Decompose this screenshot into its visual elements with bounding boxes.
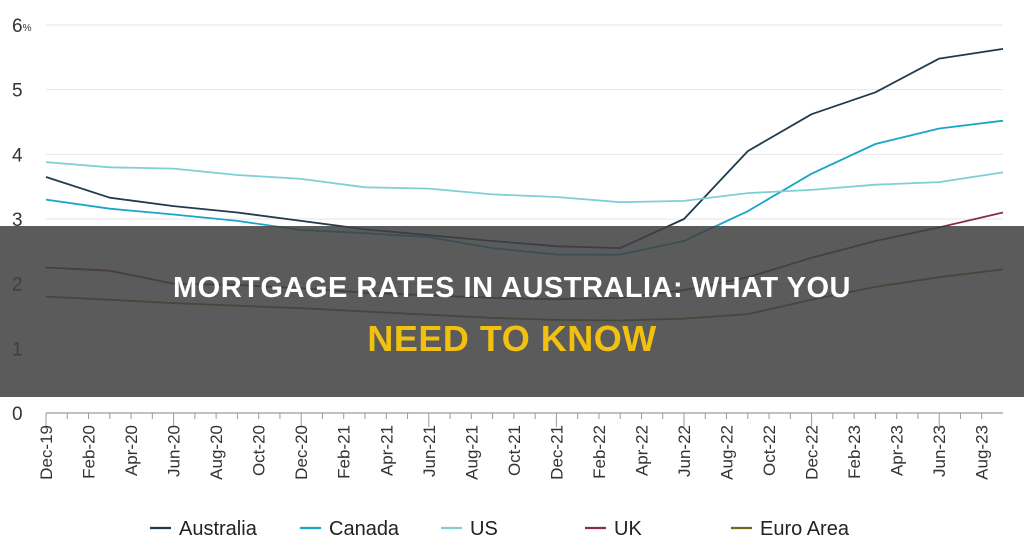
x-tick-label: Dec-20 — [292, 425, 311, 480]
page-title-line1: MORTGAGE RATES IN AUSTRALIA: WHAT YOU — [173, 272, 851, 304]
title-banner — [0, 226, 1024, 397]
x-tick-label: Feb-21 — [335, 425, 354, 479]
x-tick-label: Feb-22 — [590, 425, 609, 479]
x-tick-label: Dec-21 — [547, 425, 566, 480]
legend-label-us: US — [470, 518, 498, 540]
x-tick-label: Aug-20 — [207, 425, 226, 480]
x-tick-label: Jun-20 — [165, 425, 184, 477]
x-axis: Dec-19 Feb-20 Apr-20 Jun-20 Aug-20 Oct-20 Dec-… — [37, 412, 1003, 480]
legend-label-australia: Australia — [179, 518, 258, 540]
y-tick-label: 0 — [12, 404, 23, 425]
x-tick-label: Dec-19 — [37, 425, 56, 480]
x-tick-label: Apr-22 — [632, 425, 651, 476]
x-tick-label: Apr-20 — [122, 425, 141, 476]
x-tick-label: Aug-23 — [973, 425, 992, 480]
page-title-line2: NEED TO KNOW — [367, 318, 657, 359]
y-tick-label: 4 — [12, 145, 23, 166]
x-tick-label: Feb-23 — [845, 425, 864, 479]
legend: Australia Canada US UK Euro Area — [150, 518, 850, 540]
legend-label-uk: UK — [614, 518, 642, 540]
x-tick-label: Dec-22 — [803, 425, 822, 480]
x-tick-label: Oct-20 — [250, 425, 269, 476]
y-tick-label: 3 — [12, 210, 23, 231]
x-tick-label: Aug-21 — [462, 425, 481, 480]
x-tick-label: Jun-23 — [930, 425, 949, 477]
x-tick-label: Apr-21 — [377, 425, 396, 476]
x-tick-label: Jun-22 — [675, 425, 694, 477]
series-line-australia — [45, 48, 1004, 249]
y-tick-label: 6% — [12, 16, 32, 37]
legend-label-canada: Canada — [329, 518, 400, 540]
x-tick-label: Oct-22 — [760, 425, 779, 476]
x-tick-label: Oct-21 — [505, 425, 524, 476]
legend-label-euro-area: Euro Area — [760, 518, 850, 540]
series-line-us — [45, 161, 1004, 204]
x-tick-label: Feb-20 — [80, 425, 99, 479]
x-tick-label: Apr-23 — [888, 425, 907, 476]
x-tick-label: Jun-21 — [420, 425, 439, 477]
x-tick-label: Aug-22 — [718, 425, 737, 480]
y-tick-label: 5 — [12, 81, 23, 102]
